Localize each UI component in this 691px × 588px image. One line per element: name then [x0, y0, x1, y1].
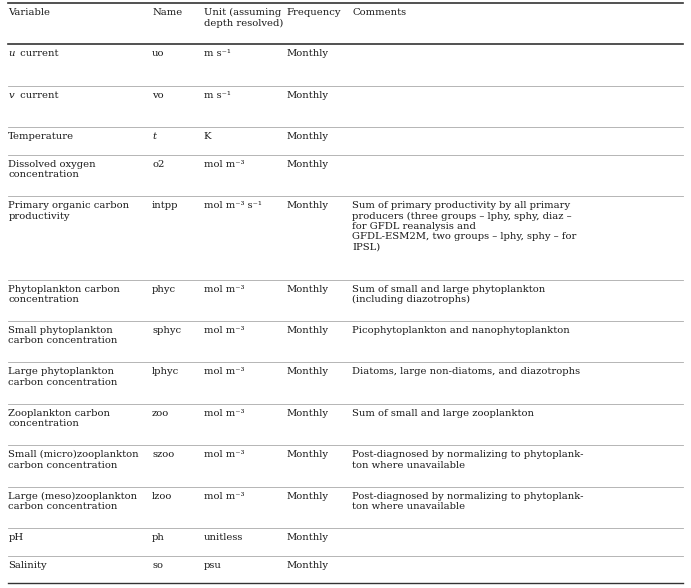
Text: Sum of small and large zooplankton: Sum of small and large zooplankton — [352, 409, 534, 418]
Text: m s⁻¹: m s⁻¹ — [204, 49, 231, 58]
Text: mol m⁻³: mol m⁻³ — [204, 285, 245, 293]
Text: m s⁻¹: m s⁻¹ — [204, 91, 231, 100]
Text: current: current — [17, 49, 58, 58]
Text: Large (meso)zooplankton
carbon concentration: Large (meso)zooplankton carbon concentra… — [8, 492, 138, 512]
Text: Monthly: Monthly — [287, 450, 329, 459]
Text: Monthly: Monthly — [287, 326, 329, 335]
Text: Monthly: Monthly — [287, 160, 329, 169]
Text: K: K — [204, 132, 211, 141]
Text: Monthly: Monthly — [287, 492, 329, 501]
Text: pH: pH — [8, 533, 23, 542]
Text: Small phytoplankton
carbon concentration: Small phytoplankton carbon concentration — [8, 326, 117, 346]
Text: Monthly: Monthly — [287, 49, 329, 58]
Text: t: t — [152, 132, 156, 141]
Text: Frequency: Frequency — [287, 8, 341, 17]
Text: Zooplankton carbon
concentration: Zooplankton carbon concentration — [8, 409, 111, 428]
Text: Salinity: Salinity — [8, 560, 47, 570]
Text: Monthly: Monthly — [287, 409, 329, 418]
Text: szoo: szoo — [152, 450, 174, 459]
Text: phyc: phyc — [152, 285, 176, 293]
Text: uo: uo — [152, 49, 164, 58]
Text: Large phytoplankton
carbon concentration: Large phytoplankton carbon concentration — [8, 368, 117, 387]
Text: Picophytoplankton and nanophytoplankton: Picophytoplankton and nanophytoplankton — [352, 326, 570, 335]
Text: Monthly: Monthly — [287, 533, 329, 542]
Text: Monthly: Monthly — [287, 91, 329, 100]
Text: Comments: Comments — [352, 8, 406, 17]
Text: mol m⁻³: mol m⁻³ — [204, 368, 245, 376]
Text: v: v — [8, 91, 14, 100]
Text: mol m⁻³: mol m⁻³ — [204, 160, 245, 169]
Text: current: current — [17, 91, 58, 100]
Text: Monthly: Monthly — [287, 285, 329, 293]
Text: mol m⁻³ s⁻¹: mol m⁻³ s⁻¹ — [204, 201, 262, 210]
Text: mol m⁻³: mol m⁻³ — [204, 326, 245, 335]
Text: mol m⁻³: mol m⁻³ — [204, 492, 245, 501]
Text: Post-diagnosed by normalizing to phytoplank-
ton where unavailable: Post-diagnosed by normalizing to phytopl… — [352, 450, 584, 470]
Text: Post-diagnosed by normalizing to phytoplank-
ton where unavailable: Post-diagnosed by normalizing to phytopl… — [352, 492, 584, 511]
Text: sphyc: sphyc — [152, 326, 181, 335]
Text: Monthly: Monthly — [287, 560, 329, 570]
Text: Sum of primary productivity by all primary
producers (three groups – lphy, sphy,: Sum of primary productivity by all prima… — [352, 201, 577, 252]
Text: mol m⁻³: mol m⁻³ — [204, 409, 245, 418]
Text: lphyc: lphyc — [152, 368, 179, 376]
Text: Unit (assuming
depth resolved): Unit (assuming depth resolved) — [204, 8, 283, 28]
Text: o2: o2 — [152, 160, 164, 169]
Text: mol m⁻³: mol m⁻³ — [204, 450, 245, 459]
Text: Sum of small and large phytoplankton
(including diazotrophs): Sum of small and large phytoplankton (in… — [352, 285, 546, 304]
Text: psu: psu — [204, 560, 222, 570]
Text: Temperature: Temperature — [8, 132, 75, 141]
Text: ph: ph — [152, 533, 165, 542]
Text: zoo: zoo — [152, 409, 169, 418]
Text: u: u — [8, 49, 15, 58]
Text: unitless: unitless — [204, 533, 243, 542]
Text: Primary organic carbon
productivity: Primary organic carbon productivity — [8, 201, 129, 220]
Text: Monthly: Monthly — [287, 201, 329, 210]
Text: Small (micro)zooplankton
carbon concentration: Small (micro)zooplankton carbon concentr… — [8, 450, 139, 470]
Text: lzoo: lzoo — [152, 492, 172, 501]
Text: so: so — [152, 560, 163, 570]
Text: Phytoplankton carbon
concentration: Phytoplankton carbon concentration — [8, 285, 120, 304]
Text: Monthly: Monthly — [287, 132, 329, 141]
Text: Monthly: Monthly — [287, 368, 329, 376]
Text: Diatoms, large non-diatoms, and diazotrophs: Diatoms, large non-diatoms, and diazotro… — [352, 368, 580, 376]
Text: vo: vo — [152, 91, 164, 100]
Text: Variable: Variable — [8, 8, 50, 17]
Text: Name: Name — [152, 8, 182, 17]
Text: intpp: intpp — [152, 201, 178, 210]
Text: Dissolved oxygen
concentration: Dissolved oxygen concentration — [8, 160, 96, 179]
